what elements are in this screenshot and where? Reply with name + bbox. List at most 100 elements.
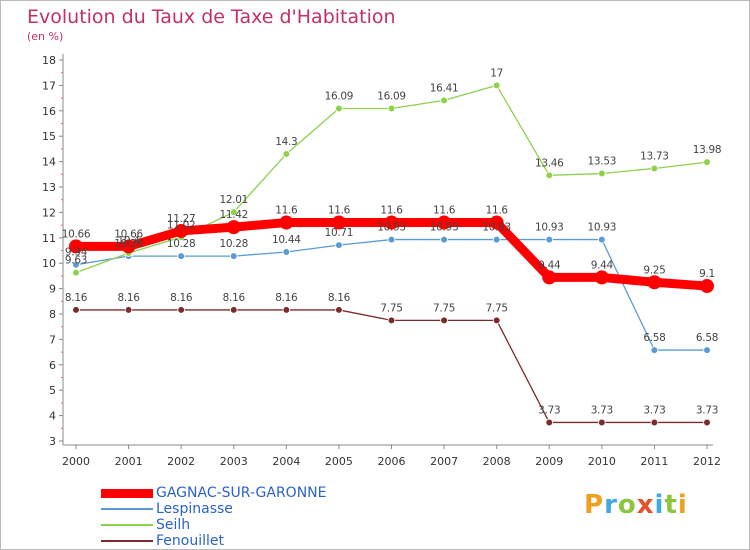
data-point bbox=[700, 279, 714, 294]
y-tick-label: 11 bbox=[42, 232, 56, 245]
x-tick-label: 2004 bbox=[272, 455, 300, 468]
data-label: 10.71 bbox=[325, 227, 354, 239]
brand-letter: i bbox=[654, 490, 665, 520]
data-label: 3.73 bbox=[591, 404, 613, 416]
y-tick-label: 3 bbox=[49, 435, 56, 448]
data-point bbox=[440, 235, 448, 244]
data-point bbox=[545, 418, 554, 427]
data-label: 10.93 bbox=[377, 222, 406, 234]
data-point bbox=[124, 306, 133, 314]
y-tick-label: 4 bbox=[49, 410, 56, 423]
data-point bbox=[229, 252, 238, 260]
data-label: 10.28 bbox=[167, 238, 196, 250]
data-label: 10.93 bbox=[430, 222, 459, 234]
data-point bbox=[437, 215, 452, 230]
legend-swatch bbox=[101, 488, 153, 498]
data-label: 16.09 bbox=[377, 91, 406, 103]
data-point bbox=[177, 252, 185, 260]
data-label: 11.6 bbox=[380, 205, 403, 217]
data-label: 17 bbox=[490, 67, 503, 79]
data-point bbox=[650, 418, 659, 427]
y-tick-label: 16 bbox=[42, 105, 56, 118]
brand-letter: r bbox=[604, 490, 618, 520]
data-label: 10.93 bbox=[482, 222, 511, 234]
brand-logo: Proxiti bbox=[584, 490, 688, 520]
data-point bbox=[177, 306, 185, 314]
data-point bbox=[545, 235, 554, 244]
y-tick-label: 9 bbox=[49, 283, 56, 296]
x-tick-label: 2001 bbox=[115, 455, 143, 468]
y-tick-label: 17 bbox=[42, 79, 56, 92]
x-tick-label: 2000 bbox=[62, 455, 90, 468]
x-tick-label: 2009 bbox=[535, 455, 563, 468]
legend-label: Lespinasse bbox=[156, 501, 233, 517]
data-label: 8.16 bbox=[65, 292, 88, 304]
data-point bbox=[489, 215, 504, 230]
data-point bbox=[647, 275, 662, 290]
legend-swatch bbox=[101, 508, 153, 510]
data-label: 11.6 bbox=[486, 205, 509, 217]
data-point bbox=[703, 346, 711, 354]
y-tick-label: 13 bbox=[42, 181, 56, 194]
data-point bbox=[598, 235, 606, 244]
data-point bbox=[282, 150, 291, 158]
brand-letter: o bbox=[617, 490, 637, 520]
data-label: 11.6 bbox=[328, 205, 351, 217]
data-point bbox=[174, 223, 189, 238]
data-point bbox=[72, 268, 80, 277]
brand-letter: P bbox=[584, 490, 605, 520]
x-tick-label: 2012 bbox=[693, 455, 721, 468]
data-label: 11.6 bbox=[275, 205, 298, 217]
data-label: 14.3 bbox=[275, 136, 297, 148]
data-point bbox=[72, 260, 80, 269]
data-label: 3.73 bbox=[538, 404, 560, 416]
data-point bbox=[335, 306, 343, 314]
data-point bbox=[331, 215, 346, 230]
data-point bbox=[335, 104, 343, 113]
data-label: 11.27 bbox=[167, 213, 196, 225]
data-point bbox=[703, 158, 711, 166]
data-point bbox=[384, 215, 399, 230]
chart-title: Evolution du Taux de Taxe d'Habitation bbox=[27, 6, 396, 28]
data-label: 11.02 bbox=[167, 219, 196, 231]
data-label: 9.44 bbox=[538, 259, 561, 271]
x-tick-label: 2010 bbox=[588, 455, 616, 468]
brand-letter: x bbox=[636, 490, 655, 520]
data-label: 13.46 bbox=[535, 157, 564, 169]
y-tick-label: 7 bbox=[49, 333, 56, 346]
y-tick-label: 8 bbox=[49, 308, 56, 321]
data-label: 16.41 bbox=[430, 82, 459, 94]
data-label: 7.75 bbox=[380, 302, 402, 314]
data-label: 3.73 bbox=[696, 404, 718, 416]
data-label: 8.16 bbox=[117, 292, 140, 304]
data-label: 13.53 bbox=[588, 156, 617, 168]
data-point bbox=[387, 316, 396, 325]
x-tick-label: 2011 bbox=[640, 455, 668, 468]
data-point bbox=[598, 418, 606, 427]
data-label: 13.73 bbox=[640, 150, 669, 162]
y-tick-label: 15 bbox=[42, 130, 56, 143]
data-point bbox=[703, 418, 711, 427]
data-label: 9.1 bbox=[699, 268, 715, 280]
y-tick-label: 18 bbox=[42, 54, 56, 67]
data-label: 10.4 bbox=[117, 235, 140, 247]
data-label: 10.28 bbox=[114, 238, 143, 250]
x-tick-label: 2002 bbox=[167, 455, 195, 468]
y-tick-label: 14 bbox=[42, 156, 56, 169]
x-tick-label: 2006 bbox=[378, 455, 406, 468]
x-tick-label: 2003 bbox=[220, 455, 248, 468]
data-label: 10.66 bbox=[114, 228, 143, 240]
y-tick-label: 5 bbox=[49, 384, 56, 397]
data-label: 9.94 bbox=[65, 247, 88, 259]
data-point bbox=[542, 270, 557, 285]
data-label: 12.01 bbox=[219, 194, 248, 206]
y-tick-label: 6 bbox=[49, 359, 56, 372]
y-tick-label: 10 bbox=[42, 257, 56, 270]
data-label: 10.93 bbox=[535, 222, 564, 234]
data-label: 9.25 bbox=[643, 264, 665, 276]
data-point bbox=[492, 235, 501, 244]
data-label: 9.44 bbox=[591, 259, 614, 271]
legend-swatch bbox=[101, 540, 153, 542]
data-label: 13.98 bbox=[693, 144, 722, 156]
